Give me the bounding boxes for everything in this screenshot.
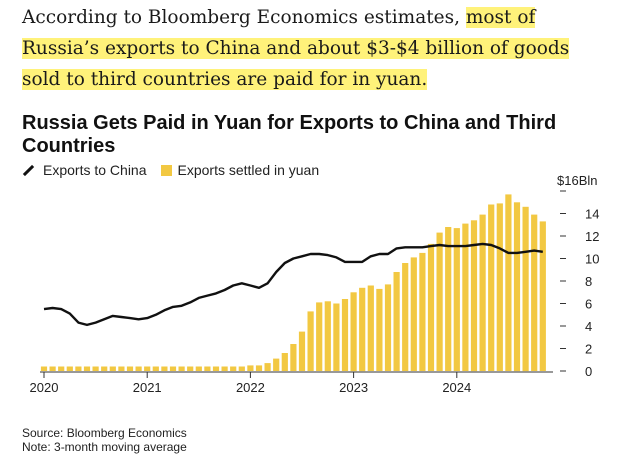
bar-yuan-26 (264, 363, 271, 371)
legend-box-icon (160, 164, 172, 176)
bar-yuan-38 (367, 285, 374, 371)
bar-yuan-19 (204, 366, 211, 371)
intro-text: According to Bloomberg Economics estimat… (22, 7, 466, 28)
legend-item-exports-to-china: Exports to China (22, 162, 147, 178)
y-tick-label-8: 8 (585, 274, 592, 289)
bar-yuan-16 (178, 366, 185, 371)
x-tick-label-2024: 2024 (442, 380, 471, 395)
legend-label-exports-to-china: Exports to China (43, 162, 147, 178)
bar-yuan-12 (144, 366, 151, 371)
bar-yuan-24 (247, 365, 254, 371)
bar-yuan-23 (238, 366, 245, 371)
legend-item-exports-yuan: Exports settled in yuan (160, 162, 320, 178)
bar-yuan-4 (75, 366, 82, 371)
bar-yuan-45 (427, 243, 435, 371)
bar-yuan-22 (230, 366, 237, 371)
bar-yuan-10 (126, 366, 134, 371)
bar-yuan-13 (152, 366, 159, 371)
bar-yuan-32 (316, 302, 323, 371)
y-tick-label-2: 2 (585, 342, 592, 357)
y-tick-label-0: 0 (585, 364, 592, 379)
legend-label-exports-yuan: Exports settled in yuan (177, 162, 320, 178)
y-tick-label-6: 6 (585, 297, 592, 312)
y-tick-label-12: 12 (585, 229, 599, 244)
bar-yuan-8 (109, 366, 116, 371)
bar-yuan-5 (83, 366, 91, 371)
bar-yuan-7 (101, 366, 108, 371)
bar-yuan-15 (169, 366, 177, 371)
bar-yuan-11 (135, 366, 142, 371)
bar-yuan-18 (195, 366, 202, 371)
bar-yuan-49 (462, 223, 469, 371)
bar-yuan-6 (92, 366, 99, 371)
chart-legend: Exports to China Exports settled in yuan (22, 160, 333, 180)
bar-yuan-48 (453, 228, 460, 371)
bar-yuan-14 (161, 366, 168, 371)
x-tick-label-2023: 2023 (339, 380, 368, 395)
x-tick-label-2020: 2020 (30, 380, 59, 395)
x-tick-label-2022: 2022 (236, 380, 265, 395)
bar-yuan-43 (410, 257, 417, 371)
bar-yuan-46 (436, 232, 443, 371)
bar-yuan-35 (341, 299, 349, 371)
bar-yuan-53 (496, 203, 503, 371)
bar-yuan-29 (290, 344, 297, 371)
y-tick-label-14: 14 (585, 207, 599, 222)
y-axis: 0 2 4 6 8 10 12 14 $16Bln (557, 173, 599, 379)
bar-yuan-3 (66, 366, 73, 371)
bar-yuan-58 (539, 221, 546, 371)
bar-yuan-1 (49, 366, 56, 371)
y-tick-label-10: 10 (585, 252, 599, 267)
x-axis: 2020 2021 2022 2023 2024 (30, 371, 553, 395)
bar-yuan-27 (273, 358, 280, 371)
y-tick-label-4: 4 (585, 319, 592, 334)
bar-yuan-47 (445, 227, 452, 371)
bar-yuan-20 (212, 366, 220, 371)
footnote: Note: 3-month moving average (22, 440, 187, 454)
bar-yuan-25 (255, 365, 263, 371)
bar-yuan-33 (324, 301, 331, 372)
source-note: Source: Bloomberg Economics (22, 426, 187, 440)
bar-yuan-2 (58, 366, 65, 371)
bar-yuan-57 (531, 214, 538, 371)
bar-yuan-56 (522, 206, 529, 372)
bar-yuan-21 (221, 366, 228, 371)
bar-yuan-28 (281, 353, 288, 371)
bar-yuan-31 (307, 311, 314, 371)
bar-yuan-50 (470, 220, 478, 372)
chart-footer: Source: Bloomberg Economics Note: 3-mont… (22, 426, 187, 454)
bar-series (40, 194, 546, 372)
bar-yuan-39 (376, 288, 383, 371)
bar-yuan-42 (402, 263, 409, 371)
bar-yuan-17 (187, 366, 194, 371)
line-series-exports-to-china (43, 242, 543, 327)
intro-paragraph: According to Bloomberg Economics estimat… (22, 2, 612, 95)
bar-yuan-54 (505, 194, 512, 371)
x-tick-label-2021: 2021 (133, 380, 162, 395)
chart-title: Russia Gets Paid in Yuan for Exports to … (22, 112, 557, 157)
bar-yuan-37 (359, 287, 366, 372)
bar-yuan-52 (488, 204, 495, 371)
bar-yuan-40 (384, 284, 392, 371)
bar-yuan-36 (350, 292, 357, 372)
bar-yuan-51 (479, 214, 486, 371)
y-tick-label-16: $16Bln (557, 173, 597, 188)
bar-yuan-44 (419, 252, 426, 371)
bar-yuan-30 (298, 331, 306, 371)
bar-yuan-41 (393, 272, 400, 371)
bar-yuan-0 (40, 366, 48, 371)
bar-yuan-9 (118, 366, 125, 371)
bar-yuan-55 (513, 202, 521, 372)
bar-yuan-34 (333, 303, 340, 371)
